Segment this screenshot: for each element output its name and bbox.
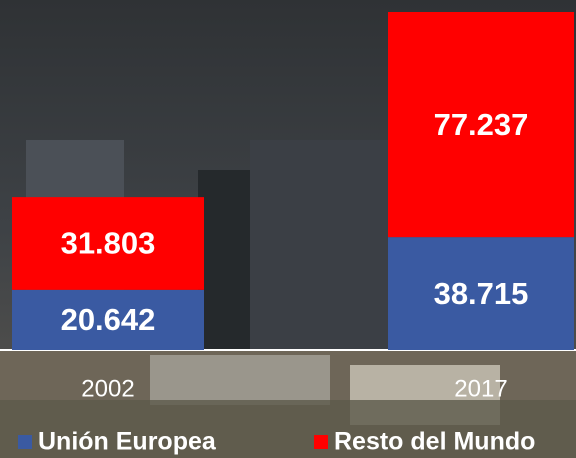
legend-label: Unión Europea (38, 428, 217, 456)
category-label: 2002 (81, 375, 134, 402)
bar-segment (388, 237, 574, 350)
value-label: 20.642 (61, 302, 156, 337)
legend-swatch (314, 435, 328, 449)
value-label: 31.803 (61, 226, 156, 261)
value-label: 77.237 (434, 107, 529, 142)
bar-segment (12, 197, 204, 290)
bar-segment (12, 289, 204, 350)
legend-swatch (18, 435, 32, 449)
legend-label: Resto del Mundo (334, 428, 535, 456)
category-label: 2017 (454, 375, 507, 402)
bar-segment (388, 12, 574, 238)
value-label: 38.715 (434, 276, 529, 311)
